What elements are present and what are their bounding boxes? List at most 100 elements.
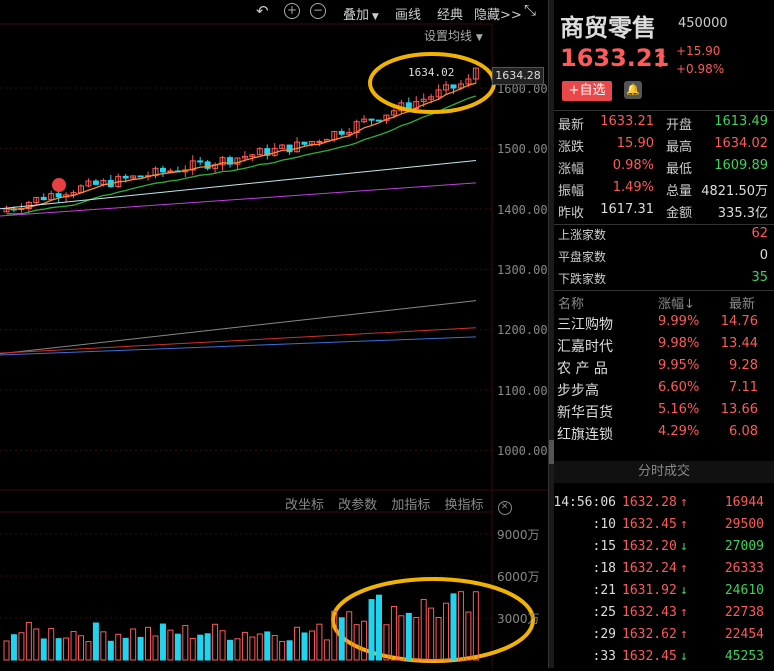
tick-price: 1632.24 (622, 561, 677, 576)
candle-body (219, 157, 226, 166)
zoom-in-icon[interactable]: + (284, 3, 300, 19)
candle-body (241, 155, 248, 159)
tick-price: 1632.62 (622, 627, 677, 642)
volume-bar (316, 623, 323, 661)
constituent-row[interactable]: 农 产 品 9.95% 9.28 (554, 358, 774, 380)
classic-button[interactable]: 经典 (437, 8, 464, 23)
tick-direction-icon: ↑ (680, 495, 688, 510)
volume-axis-label: 9000万 (497, 528, 540, 542)
candle-body (234, 157, 241, 165)
quote-value: 335.3亿 (717, 206, 768, 221)
col-pct[interactable]: 涨幅↓ (658, 297, 695, 312)
volume-axis-label: 6000万 (497, 570, 540, 584)
quote-value: 1.49% (612, 180, 654, 195)
close-icon[interactable]: ✕ (497, 501, 512, 515)
volume-bar (338, 617, 345, 661)
expand-icon[interactable]: ⤡ (524, 1, 537, 19)
candle-body (197, 160, 204, 163)
volume-bar (204, 633, 211, 661)
index-change-pct: +0.98% (676, 62, 725, 76)
constituent-row[interactable]: 汇嘉时代 9.98% 13.44 (554, 336, 774, 358)
splitter-grip[interactable] (549, 440, 555, 464)
change-params-button[interactable]: 改参数 (338, 498, 378, 513)
quote-label: 开盘 (666, 118, 693, 133)
price-axis-label: 1100.00 (497, 384, 548, 398)
ma-long-line (0, 327, 477, 354)
index-change-block: +15.90 +0.98% (676, 42, 724, 78)
candle-body (137, 175, 144, 178)
quote-label: 振幅 (558, 184, 585, 199)
index-code: 450000 (678, 16, 728, 31)
volume-bar (25, 621, 32, 661)
volume-bar (85, 641, 92, 661)
volume-bar (450, 593, 457, 661)
ma-long2-line (0, 336, 477, 356)
stock-name: 红旗连锁 (557, 427, 613, 443)
tick-volume: 27009 (724, 539, 764, 554)
candle-body (465, 78, 472, 85)
divider (554, 224, 774, 225)
candle-body (413, 101, 420, 110)
volume-bar (286, 640, 293, 661)
event-marker-icon (52, 178, 66, 192)
set-ma-label: 设置均线 (424, 29, 473, 43)
price-axis-label: 1300.00 (497, 263, 548, 277)
constituent-row[interactable]: 三江购物 9.99% 14.76 (554, 314, 774, 336)
quote-label: 总量 (666, 184, 693, 199)
tick-volume: 22738 (724, 605, 764, 620)
volume-bar (241, 631, 248, 661)
overlay-label: 叠加 (343, 8, 370, 23)
stock-name: 三江购物 (557, 317, 613, 333)
candle-body (361, 118, 368, 123)
quote-panel: 商贸零售 450000 1633.21 ↑ +15.90 +0.98% +自选 … (553, 0, 774, 668)
candle-body (368, 118, 375, 121)
ticks-title: 分时成交 (554, 461, 774, 483)
overlay-button[interactable]: 叠加 ▼ (343, 4, 379, 23)
constituent-row[interactable]: 步步高 6.60% 7.11 (554, 380, 774, 402)
constituent-row[interactable]: 新华百货 5.16% 13.66 (554, 402, 774, 424)
hide-button[interactable]: 隐藏>> (474, 8, 522, 23)
volume-bar (383, 624, 390, 661)
quote-value: 15.90 (616, 136, 654, 151)
volume-bar (271, 634, 278, 661)
drawline-button[interactable]: 画线 (395, 8, 422, 23)
price-axis-label: 1600.00 (497, 82, 548, 96)
set-ma-button[interactable]: 设置均线 ▼ (424, 27, 483, 44)
switch-indicator-button[interactable]: 换指标 (444, 498, 484, 513)
candle-body (316, 140, 323, 143)
bell-icon[interactable]: 🔔 (624, 81, 642, 99)
change-axis-button[interactable]: 改坐标 (285, 498, 325, 513)
candle-body (167, 170, 174, 173)
volume-bar (331, 610, 338, 661)
tick-row: :10 1632.45 ↑ 29500 (554, 517, 774, 539)
candle-body (249, 154, 256, 157)
volume-bar (115, 633, 122, 661)
kline-chart-area[interactable]: ↶ + − 叠加 ▼ 画线 经典 隐藏>> ⤡ 设置均线 ▼ 1600.00 1… (0, 0, 548, 668)
volume-bar (167, 629, 174, 661)
col-name[interactable]: 名称 (558, 297, 585, 312)
constituent-row[interactable]: 红旗连锁 4.29% 6.08 (554, 424, 774, 446)
tick-row: :25 1632.43 ↑ 22738 (554, 605, 774, 627)
candle-body (204, 161, 211, 169)
breadth-row: 上涨家数 62 (558, 226, 768, 246)
candle-body (92, 180, 99, 185)
breadth-value: 62 (751, 226, 768, 241)
breadth-row: 下跌家数 35 (558, 270, 768, 290)
candle-body (122, 175, 129, 179)
breadth-value: 35 (751, 270, 768, 285)
add-indicator-button[interactable]: 加指标 (391, 498, 431, 513)
stock-pct: 6.60% (658, 380, 700, 395)
volume-bar (159, 623, 166, 661)
volume-bar (368, 599, 375, 661)
add-watchlist-button[interactable]: +自选 (562, 81, 612, 101)
volume-bar (435, 617, 442, 661)
caret-down-icon: ▼ (369, 12, 379, 22)
current-price-tag: 1634.28 (492, 67, 544, 85)
candle-body (256, 148, 263, 156)
candle-body (383, 114, 390, 121)
undo-icon[interactable]: ↶ (256, 2, 269, 20)
tick-time: :29 (592, 627, 616, 642)
zoom-out-icon[interactable]: − (310, 3, 326, 19)
volume-bar (428, 607, 435, 661)
col-last[interactable]: 最新 (729, 297, 756, 312)
